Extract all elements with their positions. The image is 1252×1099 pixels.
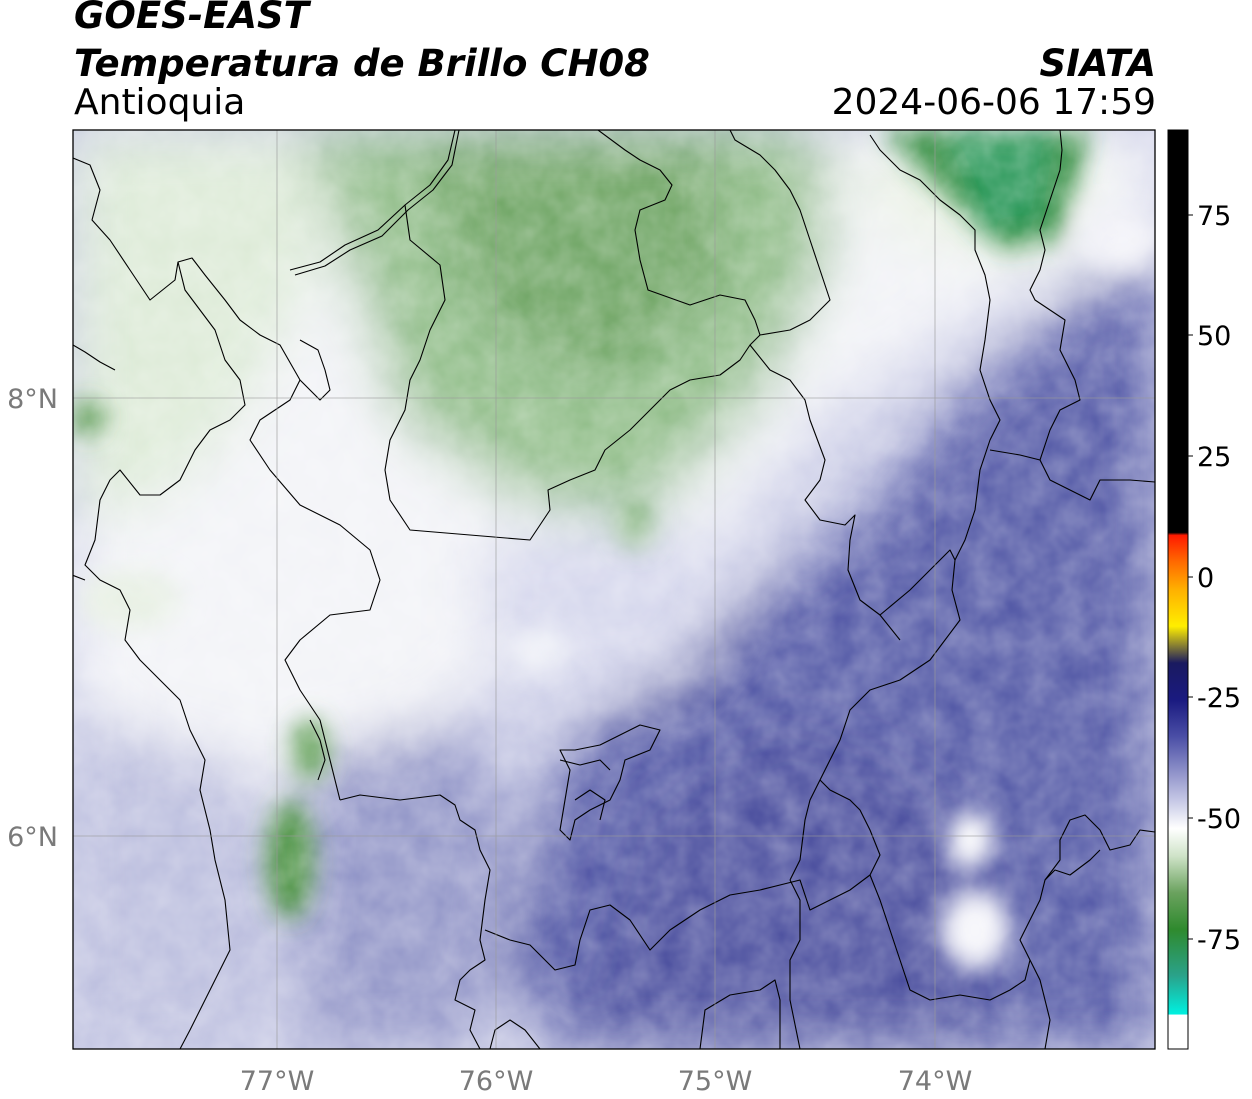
product-title: Temperatura de Brillo CH08 <box>74 42 650 85</box>
lon-tick-75w: 75°W <box>678 1066 753 1097</box>
lon-tick-77w: 77°W <box>240 1066 315 1097</box>
colorbar-tick-75: 75 <box>1197 201 1231 232</box>
map-frame <box>72 129 1156 1050</box>
colorbar-tick-neg75: -75 <box>1197 925 1241 956</box>
lat-tick-6n: 6°N <box>7 822 58 853</box>
boundary-lines <box>73 130 1155 1049</box>
lon-tick-76w: 76°W <box>459 1066 534 1097</box>
satellite-title: GOES-EAST <box>74 0 309 37</box>
colorbar-tick-neg50: -50 <box>1197 804 1241 835</box>
colorbar-tick-0: 0 <box>1197 563 1214 594</box>
lat-tick-8n: 8°N <box>7 384 58 415</box>
colorbar-tick-25: 25 <box>1197 442 1231 473</box>
agency-label: SIATA <box>1039 42 1156 85</box>
colorbar-ramp <box>1168 130 1188 1049</box>
colorbar-frame <box>1167 129 1189 1050</box>
graticule <box>73 130 1155 1049</box>
lon-tick-74w: 74°W <box>898 1066 973 1097</box>
colorbar-tick-50: 50 <box>1197 321 1231 352</box>
region-label: Antioquia <box>74 82 246 123</box>
datetime-label: 2024-06-06 17:59 <box>831 82 1156 123</box>
brightness-temperature-field <box>73 130 1155 1049</box>
colorbar-tick-neg25: -25 <box>1197 683 1241 714</box>
